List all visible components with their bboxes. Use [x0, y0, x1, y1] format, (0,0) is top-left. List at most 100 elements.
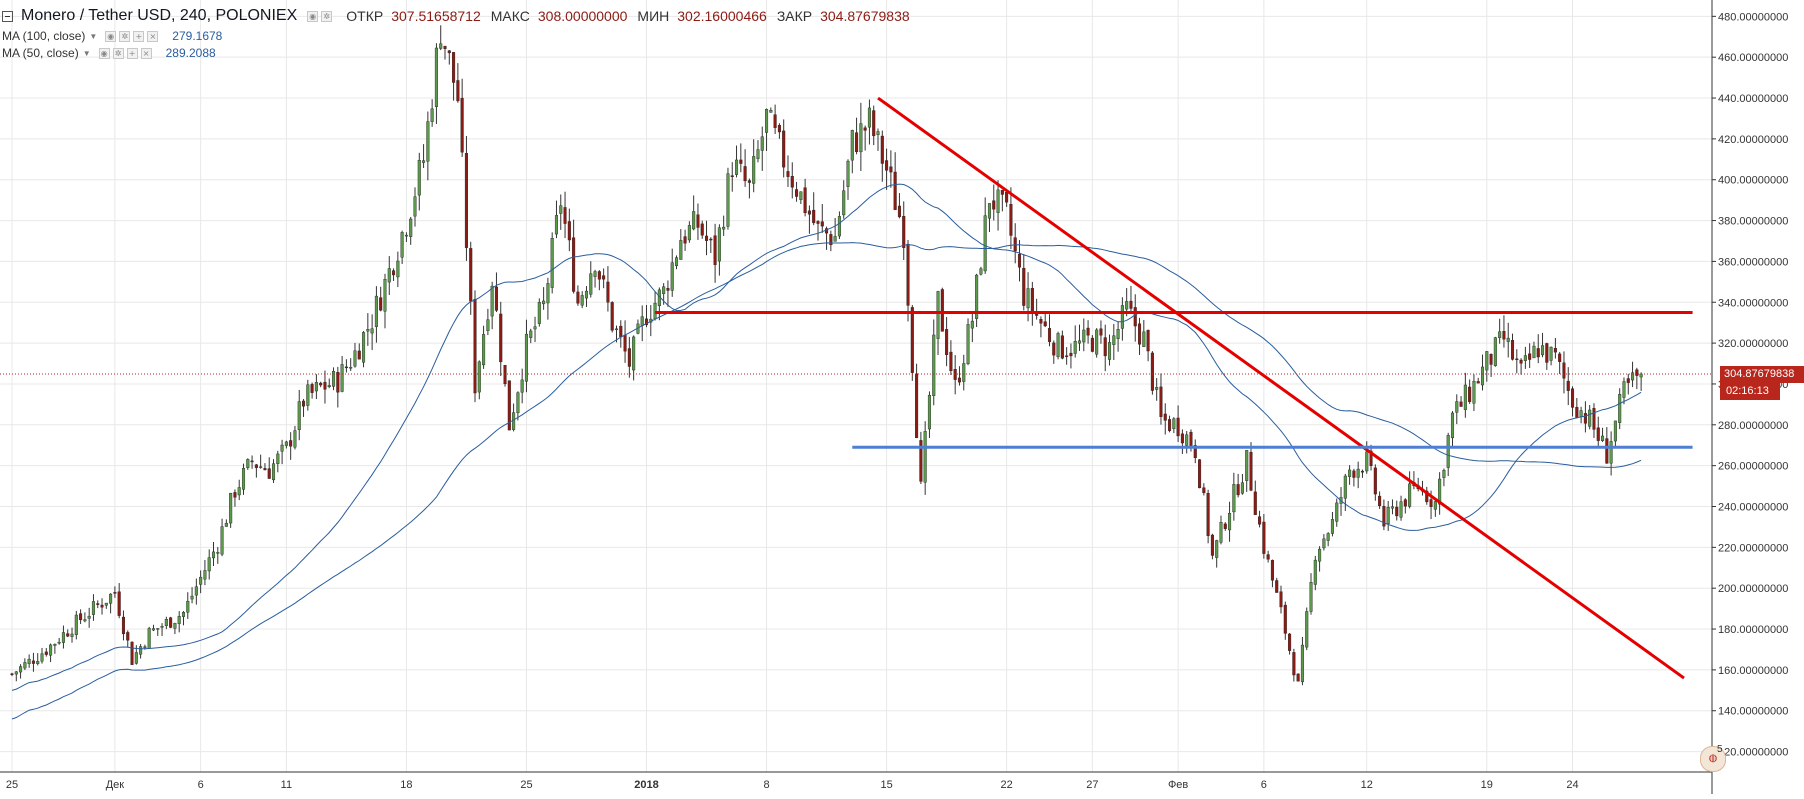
chevron-down-icon[interactable]: ▼: [89, 31, 98, 41]
close-icon[interactable]: ×: [147, 30, 159, 42]
candle-body: [1378, 495, 1382, 506]
candle-body: [370, 328, 374, 334]
candle-body: [160, 626, 164, 628]
candle-body: [100, 604, 104, 608]
candle-body: [1095, 329, 1099, 355]
gear-icon[interactable]: ✲: [112, 47, 124, 59]
candle-body: [254, 464, 258, 468]
candle-body: [460, 97, 464, 153]
candle-body: [987, 203, 992, 219]
y-tick-label: 240.00000000: [1718, 501, 1788, 513]
candle-body: [1549, 346, 1553, 361]
candle-body: [1450, 412, 1455, 439]
y-tick-label: 200.00000000: [1718, 583, 1788, 595]
candle-body: [1086, 327, 1090, 336]
gear-icon[interactable]: ✲: [119, 30, 131, 42]
candle-body: [1408, 483, 1412, 507]
bar-countdown-tag: 02:16:13: [1720, 382, 1780, 400]
candle-body: [121, 616, 125, 635]
plus-icon[interactable]: +: [133, 30, 145, 42]
ma50-line: [11, 183, 1642, 691]
candle-body: [1519, 359, 1523, 364]
candle-body: [679, 240, 683, 260]
candle-body: [1176, 417, 1180, 437]
collapse-icon[interactable]: [2, 10, 13, 22]
candle-body: [1103, 337, 1107, 357]
candle-body: [1125, 301, 1129, 310]
x-tick-label: 8: [763, 779, 769, 791]
candle-body: [177, 616, 181, 624]
candle-body: [96, 603, 100, 605]
candle-body: [936, 291, 940, 339]
candle-body: [1601, 435, 1605, 441]
candle-body: [267, 468, 271, 479]
y-tick-label: 480.00000000: [1718, 11, 1788, 23]
candle-body: [237, 487, 241, 496]
candle-body: [1360, 470, 1364, 473]
candle-body: [1129, 300, 1133, 309]
candle-body: [554, 215, 559, 235]
candle-body: [542, 300, 546, 305]
candle-body: [1498, 331, 1502, 338]
candle-body: [632, 336, 636, 371]
candle-body: [74, 614, 78, 635]
candle-body: [224, 522, 228, 527]
candle-body: [816, 221, 820, 224]
candle-body: [1468, 386, 1472, 402]
candle-body: [966, 324, 970, 364]
indicator-ma100[interactable]: MA (100, close) ▼ ◉ ✲ + × 279.1678: [2, 28, 222, 44]
candle-body: [1626, 378, 1630, 383]
candle-body: [1348, 469, 1352, 477]
candle-body: [1365, 451, 1369, 472]
exchange-logo-icon[interactable]: ◍: [1700, 746, 1726, 772]
candle-body: [1249, 452, 1253, 491]
eye-icon[interactable]: ◉: [98, 47, 110, 59]
candle-body: [709, 238, 713, 241]
candle-body: [1343, 475, 1347, 499]
candle-body: [580, 295, 584, 306]
x-tick-label: 19: [1481, 779, 1493, 791]
indicator-ma50[interactable]: MA (50, close) ▼ ◉ ✲ + × 289.2088: [2, 45, 216, 61]
candle-body: [186, 600, 190, 613]
indicator-label[interactable]: MA (50, close): [2, 46, 79, 60]
candle-body: [606, 281, 610, 303]
candle-body: [1296, 673, 1300, 682]
x-tick-label: 12: [1361, 779, 1373, 791]
candle-body: [855, 132, 859, 153]
chevron-down-icon[interactable]: ▼: [82, 48, 91, 58]
candle-body: [477, 361, 481, 393]
candle-body: [1480, 366, 1485, 386]
candle-body: [623, 334, 627, 352]
y-tick-label: 140.00000000: [1718, 706, 1788, 718]
eye-icon[interactable]: ◉: [105, 30, 117, 42]
candle-body: [1009, 204, 1013, 236]
candle-body: [1596, 427, 1600, 441]
indicator-label[interactable]: MA (100, close): [2, 29, 86, 43]
candle-body: [1270, 559, 1274, 581]
ma100-line: [11, 242, 1642, 720]
candle-body: [220, 526, 224, 555]
candle-body: [524, 333, 528, 382]
candle-body: [769, 110, 773, 113]
gear-icon[interactable]: ✲: [321, 10, 333, 22]
close-icon[interactable]: ×: [140, 47, 152, 59]
symbol-title[interactable]: Monero / Tether USD, 240, POLONIEX: [21, 7, 298, 24]
candle-body: [1275, 580, 1279, 593]
candle-body: [1438, 478, 1442, 505]
candle-body: [850, 130, 854, 161]
candle-body: [452, 52, 456, 83]
candle-body: [1163, 413, 1167, 421]
candle-body: [529, 330, 533, 338]
candle-body: [1540, 345, 1545, 356]
eye-icon[interactable]: ◉: [307, 10, 319, 22]
candle-body: [1356, 468, 1360, 478]
watermark-count: 5: [1717, 744, 1723, 755]
candle-body: [602, 275, 606, 280]
candle-body: [572, 237, 576, 292]
plus-icon[interactable]: +: [126, 47, 138, 59]
candle-body: [1613, 420, 1617, 442]
candle-body: [962, 363, 966, 382]
candle-body: [782, 130, 786, 168]
